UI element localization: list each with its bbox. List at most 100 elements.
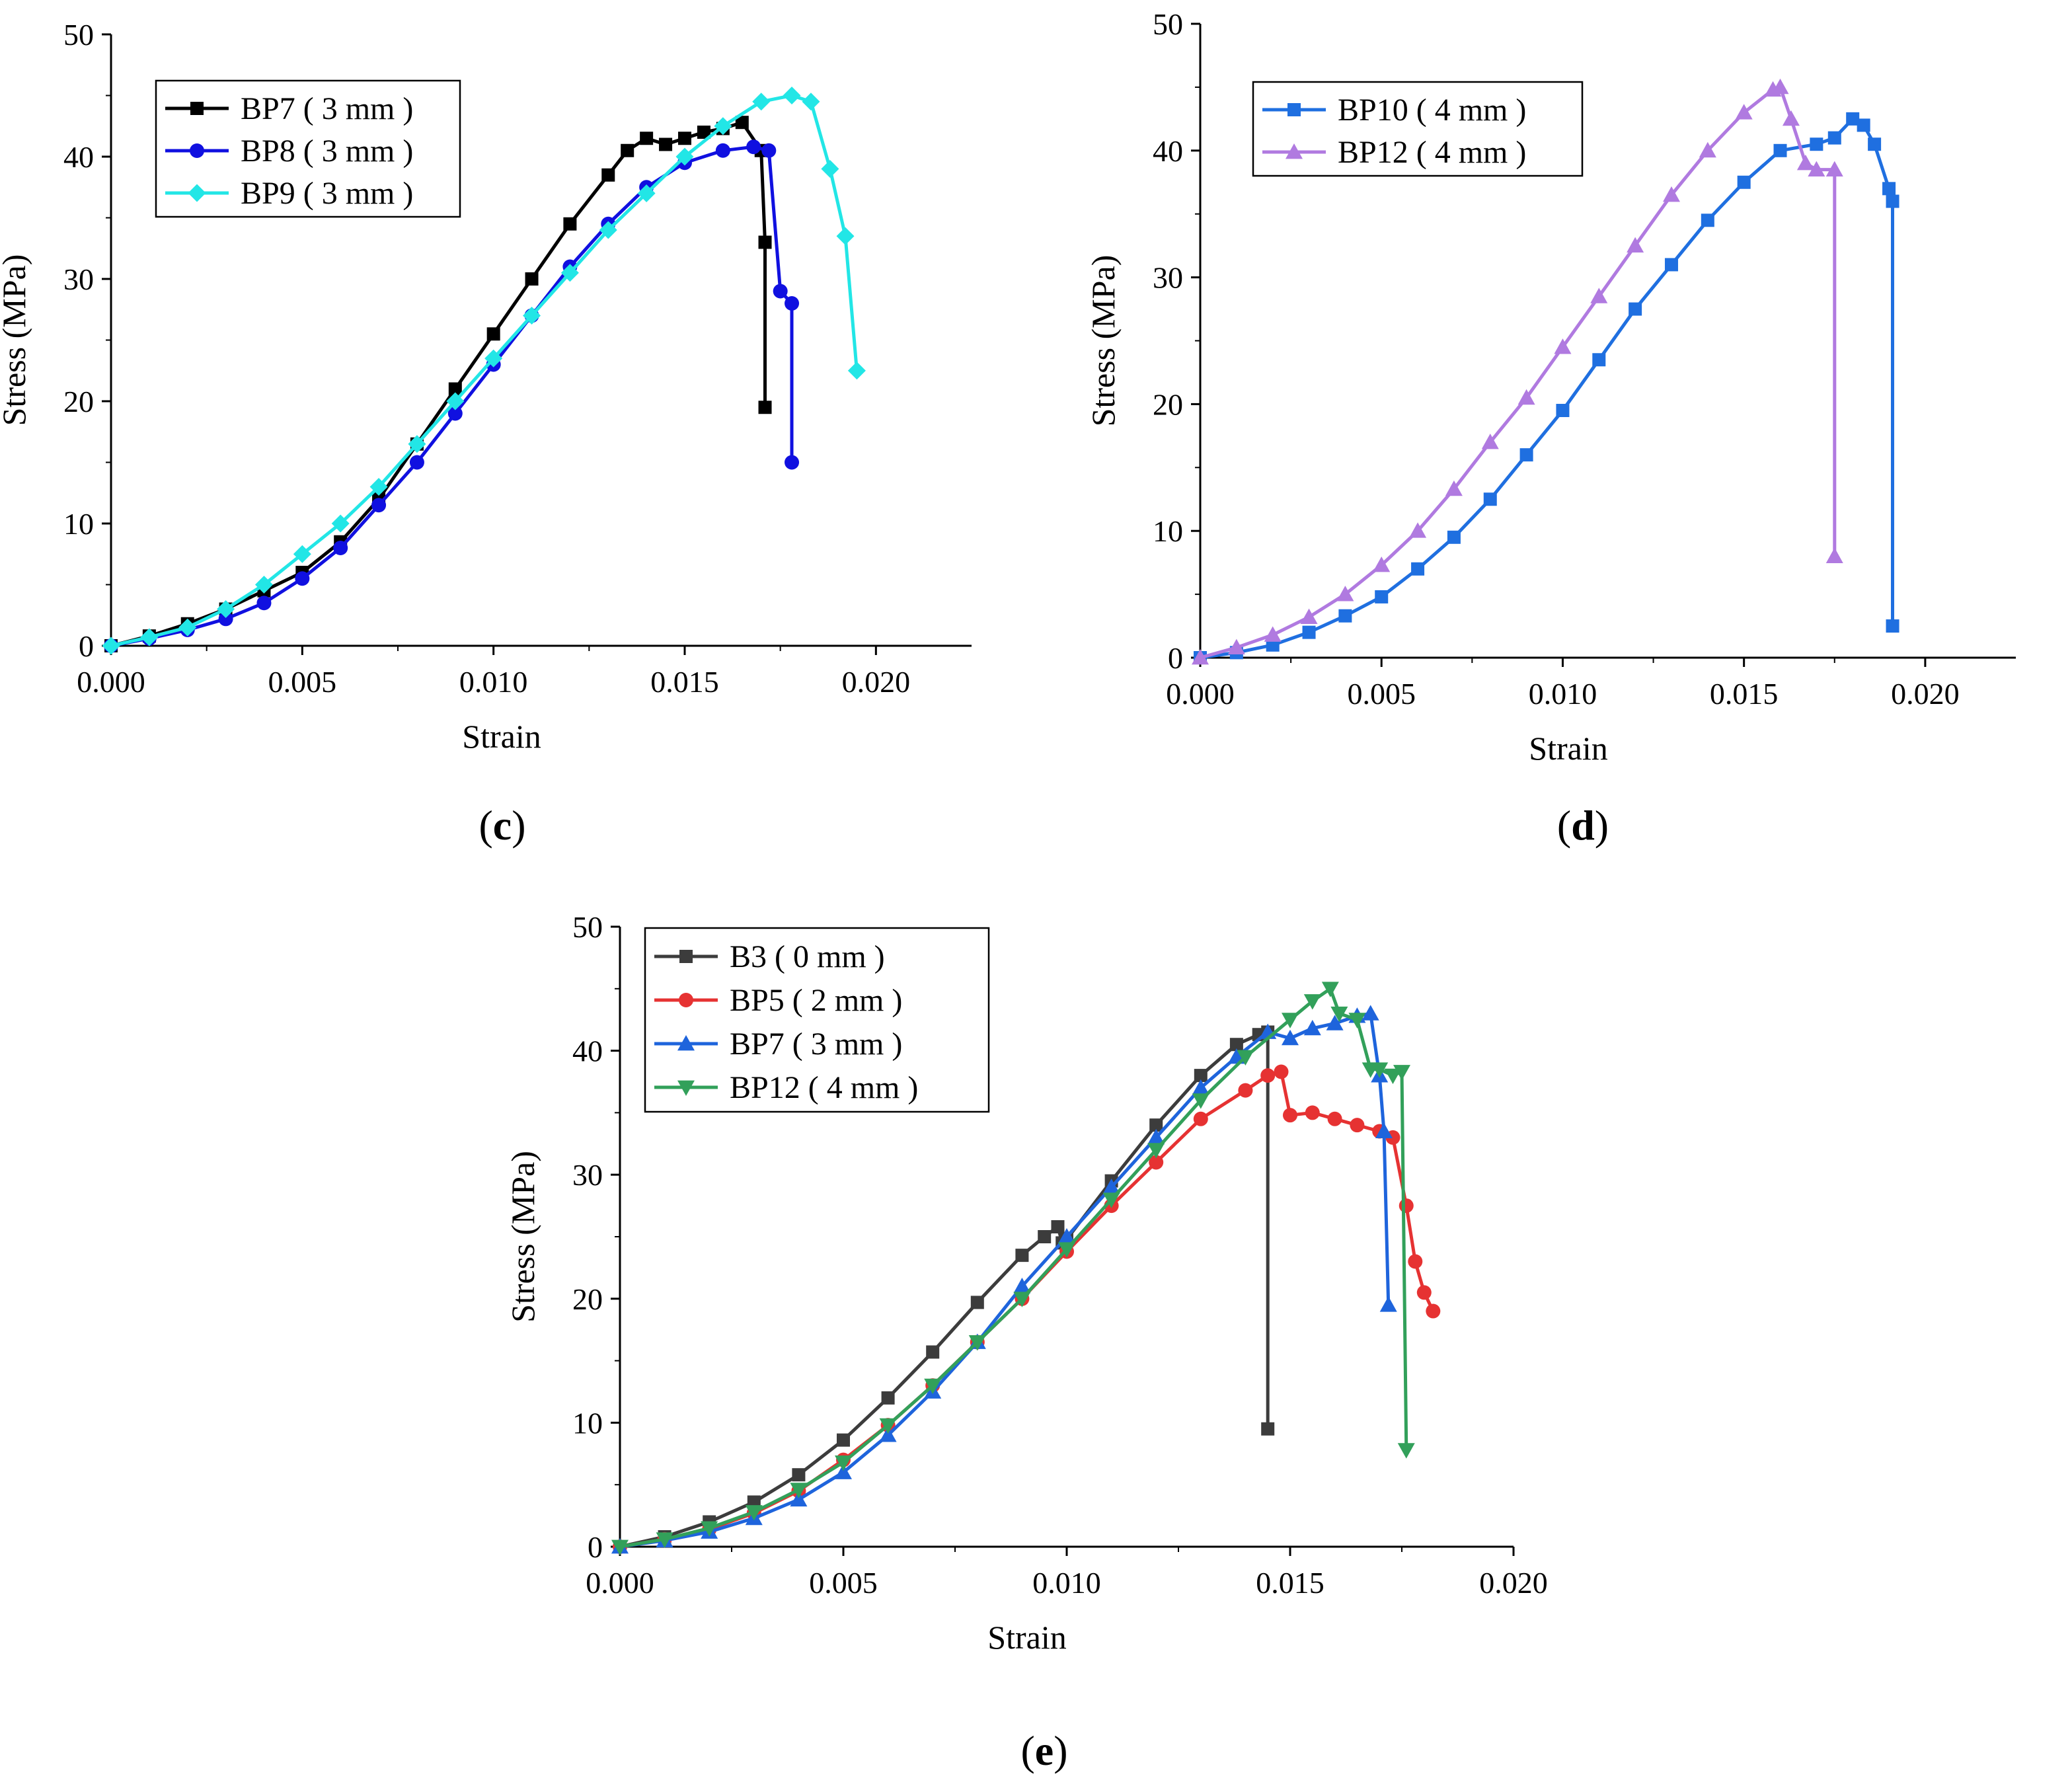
legend: BP10 ( 4 mm ) BP12 ( 4 mm ): [1252, 81, 1584, 177]
legend-label: B3 ( 0 mm ): [730, 939, 885, 974]
data-point: [785, 296, 800, 311]
data-point: [746, 139, 761, 155]
data-point: [1336, 586, 1354, 601]
y-tick-label: 40: [572, 1034, 603, 1068]
data-point: [1445, 480, 1463, 496]
data-point: [1796, 154, 1814, 171]
data-point: [835, 1463, 852, 1479]
legend-swatch-marker: [679, 950, 693, 963]
x-tick-label: 0.005: [1347, 677, 1416, 711]
data-point: [1808, 161, 1825, 176]
data-point: [1327, 1111, 1342, 1126]
y-tick-label: 20: [63, 385, 94, 418]
x-tick-label: 0.010: [1032, 1566, 1101, 1600]
data-point: [371, 498, 387, 513]
data-point: [1773, 143, 1787, 157]
y-tick-label: 40: [1153, 134, 1183, 168]
data-point: [178, 618, 197, 637]
data-point: [1149, 1118, 1163, 1132]
data-point: [1274, 1064, 1289, 1079]
y-tick-label: 30: [1153, 261, 1183, 295]
legend-swatch-marker: [188, 184, 206, 202]
x-tick-label: 0.015: [650, 665, 719, 699]
data-point: [1321, 982, 1339, 997]
data-point: [369, 478, 388, 496]
data-point: [331, 514, 350, 533]
data-point: [659, 137, 673, 151]
legend: B3 ( 0 mm ) BP5 ( 2 mm ) BP7 ( 3 mm ) BP12 …: [644, 927, 990, 1113]
data-point: [1013, 1292, 1031, 1307]
data-point: [1519, 448, 1533, 462]
y-tick-label: 50: [572, 910, 603, 944]
legend-swatch-marker: [1285, 143, 1303, 159]
x-tick-label: 0.020: [842, 665, 911, 699]
data-point: [715, 143, 730, 158]
data-point: [1375, 1122, 1393, 1138]
data-point: [1384, 1068, 1402, 1085]
data-point: [1300, 608, 1318, 625]
data-point: [637, 184, 656, 202]
x-tick-label: 0.005: [268, 665, 337, 699]
data-point: [1886, 194, 1899, 208]
data-point: [1426, 1303, 1441, 1319]
caption-c: (c): [479, 802, 525, 849]
data-point: [256, 596, 272, 611]
data-point: [1051, 1220, 1065, 1233]
data-point: [1147, 1143, 1165, 1159]
x-tick-label: 0.000: [77, 665, 145, 699]
data-point: [1192, 649, 1209, 665]
data-point: [1283, 1108, 1297, 1123]
data-point: [1330, 1006, 1348, 1023]
data-point: [678, 132, 691, 145]
data-point: [926, 1345, 940, 1359]
data-point: [790, 1491, 808, 1507]
y-axis-label: Stress (MPa): [1085, 255, 1122, 427]
data-point: [1371, 1062, 1389, 1078]
data-point: [1058, 1228, 1075, 1244]
data-point: [102, 637, 120, 655]
legend-label: BP9 ( 3 mm ): [241, 176, 413, 211]
data-point: [1303, 1019, 1321, 1036]
data-point: [1102, 1192, 1120, 1208]
data-point: [1554, 338, 1572, 354]
y-tick-label: 0: [588, 1530, 603, 1564]
y-tick-label: 50: [63, 18, 94, 52]
data-point: [218, 611, 233, 627]
series-square: [1194, 112, 1899, 664]
series-line: [1200, 117, 1894, 660]
data-point: [140, 628, 159, 646]
data-point: [835, 1455, 852, 1471]
data-point: [1373, 556, 1391, 572]
data-point: [601, 168, 615, 182]
data-point: [333, 541, 348, 555]
data-point: [1827, 131, 1841, 145]
data-point: [486, 327, 500, 341]
series-circle: [613, 1064, 1441, 1554]
y-axis-label: Stress (MPa): [0, 254, 32, 426]
data-point: [1408, 1254, 1423, 1269]
x-tick-label: 0.000: [1166, 677, 1235, 711]
x-tick-label: 0.015: [1710, 677, 1779, 711]
data-point: [1102, 1178, 1120, 1194]
data-point: [758, 235, 772, 249]
data-point: [735, 116, 749, 130]
chart-panel-c: 0.000 0.005 0.010 0.015 0.020 0 10 20 30 40 50 Stra…: [0, 18, 972, 755]
data-point: [563, 217, 577, 231]
data-point: [409, 455, 424, 470]
data-point: [792, 1468, 806, 1482]
data-point: [714, 117, 732, 136]
data-point: [1771, 78, 1789, 95]
chart-panel-d: 0.000 0.005 0.010 0.015 0.020 0 10 20 30 40 50 Stra…: [1085, 7, 2016, 767]
data-point: [821, 160, 839, 178]
data-point: [1038, 1230, 1052, 1243]
y-axis-label: Stress (MPa): [504, 1151, 541, 1323]
data-point: [802, 93, 820, 111]
data-point: [1229, 1038, 1243, 1052]
data-point: [1825, 161, 1843, 176]
series-triangle-down: [611, 982, 1415, 1555]
legend-label: BP7 ( 3 mm ): [730, 1027, 902, 1062]
data-point: [1194, 1069, 1208, 1083]
data-point: [1664, 258, 1678, 272]
y-tick-label: 10: [572, 1406, 603, 1440]
